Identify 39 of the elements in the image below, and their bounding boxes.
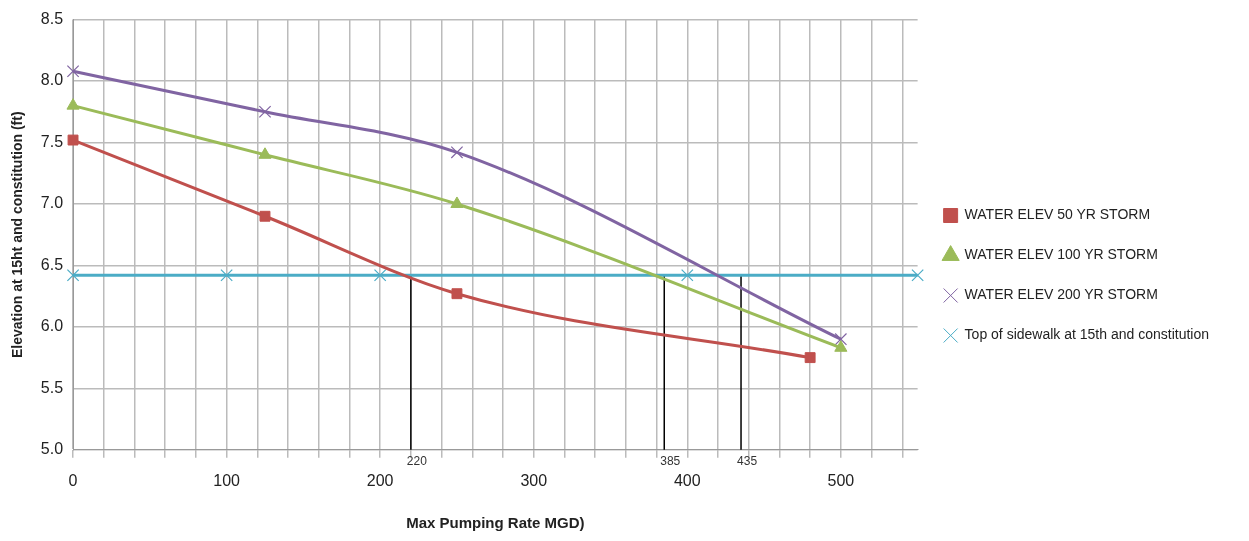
x-axis-title: Max Pumping Rate MGD) <box>406 514 585 532</box>
legend-label: WATER ELEV 50 YR STORM <box>964 206 1151 223</box>
point <box>66 64 80 78</box>
y-tick-label: 5.5 <box>40 378 64 396</box>
point <box>66 98 80 110</box>
point <box>220 269 233 282</box>
point <box>373 269 387 282</box>
y-tick-label: 8.5 <box>40 10 64 28</box>
point <box>258 105 272 119</box>
point <box>681 269 694 282</box>
y-axis-title: Elevation at 15ht and constitution (ft) <box>9 111 26 358</box>
point <box>67 134 79 146</box>
point <box>804 352 816 364</box>
legend-label: WATER ELEV 200 YR STORM <box>964 286 1158 303</box>
y-tick-label: 6.5 <box>40 255 64 273</box>
y-tick-label: 7.5 <box>40 132 64 150</box>
point <box>258 147 272 159</box>
y-tick-label: 5.0 <box>40 440 64 458</box>
y-tick-label: 8.0 <box>40 71 64 89</box>
point <box>451 288 463 300</box>
x-tick-label: 200 <box>366 471 394 489</box>
point <box>66 269 80 282</box>
annotation: 435 <box>737 454 758 469</box>
x-tick-label: 300 <box>520 471 548 489</box>
annotation: 220 <box>406 454 428 469</box>
annotation: 385 <box>660 454 681 469</box>
y-tick-label: 6.0 <box>40 317 64 335</box>
y-tick-label: 7.0 <box>40 194 64 212</box>
x-tick-label: 100 <box>213 471 241 489</box>
x-tick-label: 400 <box>673 471 701 489</box>
point <box>834 332 848 346</box>
legend-label: WATER ELEV 100 YR STORM <box>964 246 1158 263</box>
point <box>450 196 464 208</box>
point <box>450 146 464 159</box>
legend-label: Top of sidewalk at 15th and constitution <box>964 326 1210 343</box>
point <box>259 210 271 222</box>
point <box>911 269 924 282</box>
x-tick-label: 0 <box>68 471 78 489</box>
x-tick-label: 500 <box>827 471 855 489</box>
